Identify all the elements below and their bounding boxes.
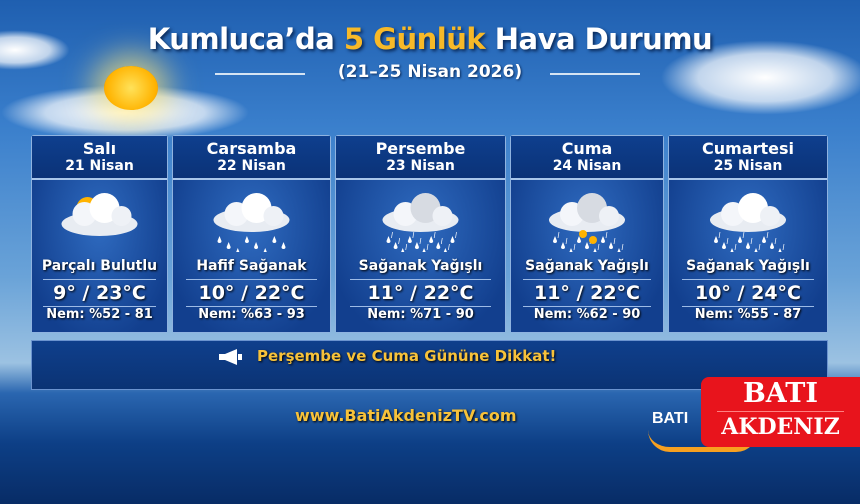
website-link[interactable]: www.BatiAkdenizTV.com: [295, 406, 517, 425]
day-name: Cuma: [561, 139, 613, 158]
condition: Parçalı Bulutlu: [41, 258, 158, 274]
day-date: 21 Nisan: [65, 158, 134, 174]
title-highlight: 5 Günlük: [343, 22, 486, 56]
temperature: 11° / 22°C: [349, 279, 492, 307]
page-title: Kumluca’da 5 Günlük Hava Durumu: [0, 22, 860, 56]
forecast-card: Salı 21 Nisan Parçalı Bulutlu 9° / 23°C Nem:…: [31, 135, 168, 333]
date-range: (21–25 Nisan 2026): [337, 62, 523, 82]
channel-logo: BATI: [640, 400, 758, 455]
forecast-card: Carsamba 22 Nisan Hafif Sağanak 10° / 22°C N…: [172, 135, 331, 333]
humidity: Nem: %52 - 81: [46, 307, 153, 322]
humidity: Nem: %63 - 93: [198, 307, 305, 322]
day-date: 22 Nisan: [217, 158, 286, 174]
temperature: 10° / 24°C: [681, 279, 815, 307]
megaphone-icon: [219, 349, 242, 365]
card-header: Carsamba 22 Nisan: [173, 136, 330, 180]
title-suffix: Hava Durumu: [485, 22, 713, 56]
day-name: Salı: [82, 139, 117, 158]
forecast-card: Cumartesi 25 Nisan Sağanak Yağışlı 10° / 24…: [668, 135, 828, 333]
humidity: Nem: %71 - 90: [367, 307, 474, 322]
divider: [215, 73, 305, 75]
card-body: Sağanak Yağışlı 11° / 22°C Nem: %71 - 90: [336, 180, 505, 332]
card-header: Salı 21 Nisan: [32, 136, 167, 180]
logo-line2: AKDENIZ: [721, 414, 840, 440]
forecast-card: Persembe 23 Nisan Sağanak Yağışlı 11° / 22°…: [335, 135, 506, 333]
day-date: 23 Nisan: [386, 158, 455, 174]
logo-line1: BATI: [717, 377, 844, 412]
logo-swoosh: [648, 430, 758, 452]
rain-sun-icon: [549, 193, 625, 252]
bati-akdeniz-logo: BATI AKDENIZ: [701, 377, 860, 447]
title-prefix: Kumluca’da: [147, 22, 344, 56]
sun-icon: [104, 66, 158, 110]
day-name: Carsamba: [206, 139, 297, 158]
heavy-rain-icon: [382, 193, 459, 252]
divider: [550, 73, 640, 75]
background-cloud: [660, 40, 860, 115]
alert-text: Perşembe ve Cuma Gününe Dikkat!: [257, 347, 557, 365]
humidity: Nem: %62 - 90: [533, 307, 641, 322]
forecast-card: Cuma 24 Nisan Sağanak Yağışlı 11° / 22°C Nem…: [510, 135, 664, 333]
card-header: Persembe 23 Nisan: [336, 136, 505, 180]
logo-text: BATI: [652, 410, 689, 427]
temperature: 11° / 22°C: [523, 279, 651, 307]
day-name: Persembe: [375, 139, 466, 158]
card-header: Cuma 24 Nisan: [511, 136, 663, 180]
light-rain-icon: [213, 193, 290, 252]
condition: Sağanak Yağışlı: [686, 258, 810, 274]
temperature: 10° / 22°C: [185, 279, 318, 307]
day-date: 25 Nisan: [713, 158, 783, 174]
card-header: Cumartesi 25 Nisan: [669, 136, 827, 180]
card-body: Sağanak Yağışlı 10° / 24°C Nem: %55 - 87: [669, 180, 827, 332]
condition: Sağanak Yağışlı: [525, 258, 649, 274]
day-date: 24 Nisan: [552, 158, 622, 174]
alert-banner: Perşembe ve Cuma Gününe Dikkat!: [31, 340, 828, 390]
condition: Sağanak Yağışlı: [358, 258, 483, 274]
card-body: Hafif Sağanak 10° / 22°C Nem: %63 - 93: [173, 180, 330, 332]
temperature: 9° / 23°C: [42, 279, 157, 307]
day-name: Cumartesi: [702, 139, 794, 158]
humidity: Nem: %55 - 87: [694, 307, 802, 322]
card-body: Parçalı Bulutlu 9° / 23°C Nem: %52 - 81: [32, 180, 167, 332]
partly-cloudy-icon: [61, 193, 138, 236]
card-body: Sağanak Yağışlı 11° / 22°C Nem: %62 - 90: [511, 180, 663, 332]
condition: Hafif Sağanak: [196, 258, 307, 274]
rain-icon: [710, 193, 786, 252]
